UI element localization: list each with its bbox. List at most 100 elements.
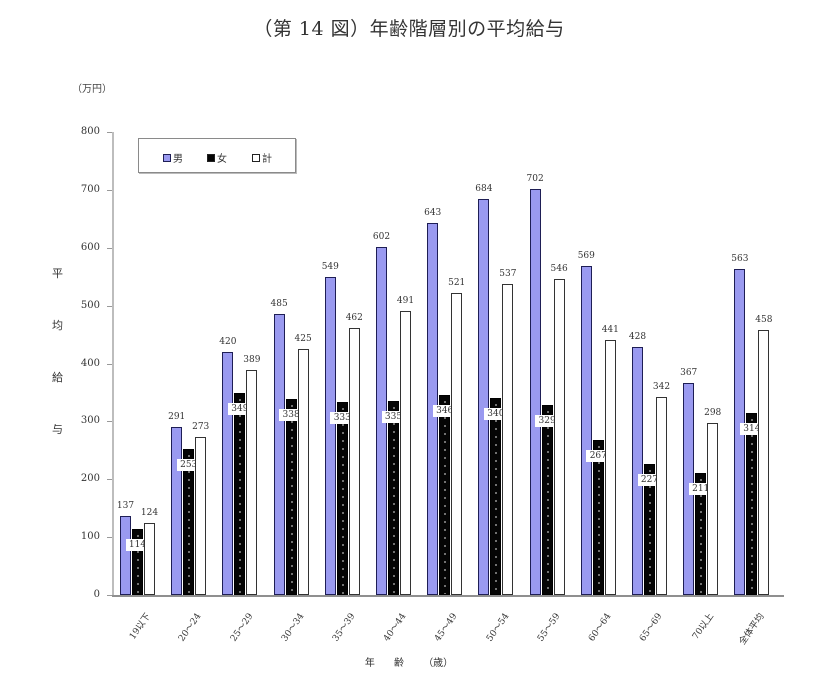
bar-female	[336, 402, 348, 595]
data-label: 428	[628, 332, 647, 343]
bar-total	[297, 349, 309, 595]
y-axis-label-char: 平	[52, 267, 63, 280]
x-tick-label: 20～24	[177, 611, 204, 644]
data-label: 684	[475, 184, 493, 195]
y-tick-label: 700	[80, 183, 100, 195]
y-axis-label: 平 均 給 与	[52, 268, 66, 476]
bar-male	[324, 277, 336, 595]
unit-label: （万円）	[72, 84, 112, 95]
bar-male	[273, 314, 285, 595]
x-axis-label: 年 齢 （歳）	[0, 654, 818, 669]
x-tick-label: 40～44	[382, 611, 409, 644]
y-tick	[107, 421, 113, 423]
y-tick	[107, 189, 113, 191]
y-tick-label: 100	[80, 531, 100, 543]
bar-total	[451, 293, 463, 595]
data-label: 124	[140, 508, 159, 519]
bar-total	[246, 369, 258, 595]
y-tick-label: 400	[80, 357, 100, 369]
y-tick-label: 800	[80, 126, 100, 137]
plot-area: 137 114 124 291 253 273 420 349 389 485 338 425 549 3…	[112, 132, 784, 595]
legend: 男 女 計	[138, 138, 296, 173]
data-label: 485	[270, 299, 288, 310]
bar-female	[746, 413, 758, 595]
bar-total	[502, 284, 514, 595]
data-label: 549	[321, 262, 339, 273]
data-label: 342	[652, 382, 671, 393]
bar-female	[592, 440, 604, 595]
data-label: 389	[243, 354, 261, 365]
data-label: 546	[550, 264, 568, 274]
data-label: 298	[704, 407, 722, 418]
data-label: 338	[279, 409, 304, 422]
legend-item-male: 男	[163, 150, 183, 165]
data-label: 521	[448, 278, 466, 289]
data-label: 253	[176, 458, 201, 471]
y-tick	[107, 479, 113, 481]
bar-female	[183, 448, 195, 595]
bar-female	[695, 472, 707, 595]
x-tick-label: 35～39	[330, 611, 358, 644]
data-label: 211	[688, 482, 713, 495]
data-label: 329	[535, 414, 560, 427]
data-label: 441	[601, 324, 619, 335]
bar-male	[171, 426, 183, 595]
bar-total	[604, 339, 616, 595]
y-tick-label: 200	[80, 473, 100, 485]
data-label: 227	[637, 473, 662, 486]
bar-male	[120, 515, 131, 595]
x-tick-label: 65～69	[638, 611, 665, 644]
data-label: 267	[586, 450, 611, 463]
bar-male	[529, 188, 541, 595]
y-axis-line	[112, 132, 114, 596]
legend-swatch-icon	[163, 153, 171, 162]
bar-total	[553, 279, 565, 595]
x-axis-line	[112, 595, 784, 597]
legend-item-female: 女	[207, 150, 227, 165]
data-label: 314	[739, 423, 764, 436]
data-label: 702	[526, 173, 544, 184]
x-tick-label: 19以下	[127, 611, 153, 642]
y-tick-label: 300	[80, 415, 100, 427]
data-label: 462	[345, 312, 363, 323]
bar-male	[632, 347, 643, 595]
data-label: 367	[680, 367, 698, 378]
bar-total	[195, 437, 207, 595]
y-tick-label: 600	[80, 241, 100, 253]
y-axis-label-char: 与	[52, 423, 63, 436]
legend-label: 男	[173, 154, 183, 165]
y-axis-label-char: 均	[52, 319, 63, 332]
y-axis-label-char: 給	[52, 371, 63, 384]
x-axis-label-part: （歳）	[423, 658, 454, 669]
y-tick-label: 500	[80, 299, 100, 311]
x-tick-label: 30～34	[279, 611, 307, 644]
bar-female	[388, 401, 399, 595]
data-label: 491	[396, 295, 415, 306]
legend-swatch-icon	[252, 153, 260, 162]
data-label: 137	[116, 500, 135, 511]
y-tick	[107, 132, 113, 133]
data-label: 340	[483, 408, 508, 421]
bar-total	[400, 310, 411, 595]
bar-total	[348, 327, 360, 595]
data-label: 563	[731, 254, 749, 265]
data-label: 425	[294, 334, 312, 345]
bar-female	[490, 398, 502, 595]
legend-item-total: 計	[252, 150, 272, 165]
legend-swatch-icon	[207, 153, 215, 162]
data-label: 333	[330, 412, 355, 425]
data-label: 349	[227, 403, 252, 416]
bar-total	[656, 397, 667, 595]
x-tick-label: 60～64	[586, 611, 614, 644]
data-label: 458	[755, 314, 773, 325]
bar-male	[478, 199, 490, 595]
bar-total	[758, 329, 770, 595]
x-axis-label-part: 齢	[394, 658, 404, 669]
x-tick-label: 50～54	[484, 611, 512, 644]
bar-female	[132, 529, 143, 595]
bar-female	[541, 404, 553, 595]
data-label: 346	[432, 404, 457, 417]
data-label: 569	[577, 250, 595, 261]
x-axis-label-part: 年	[364, 658, 375, 669]
legend-label: 女	[217, 154, 227, 165]
